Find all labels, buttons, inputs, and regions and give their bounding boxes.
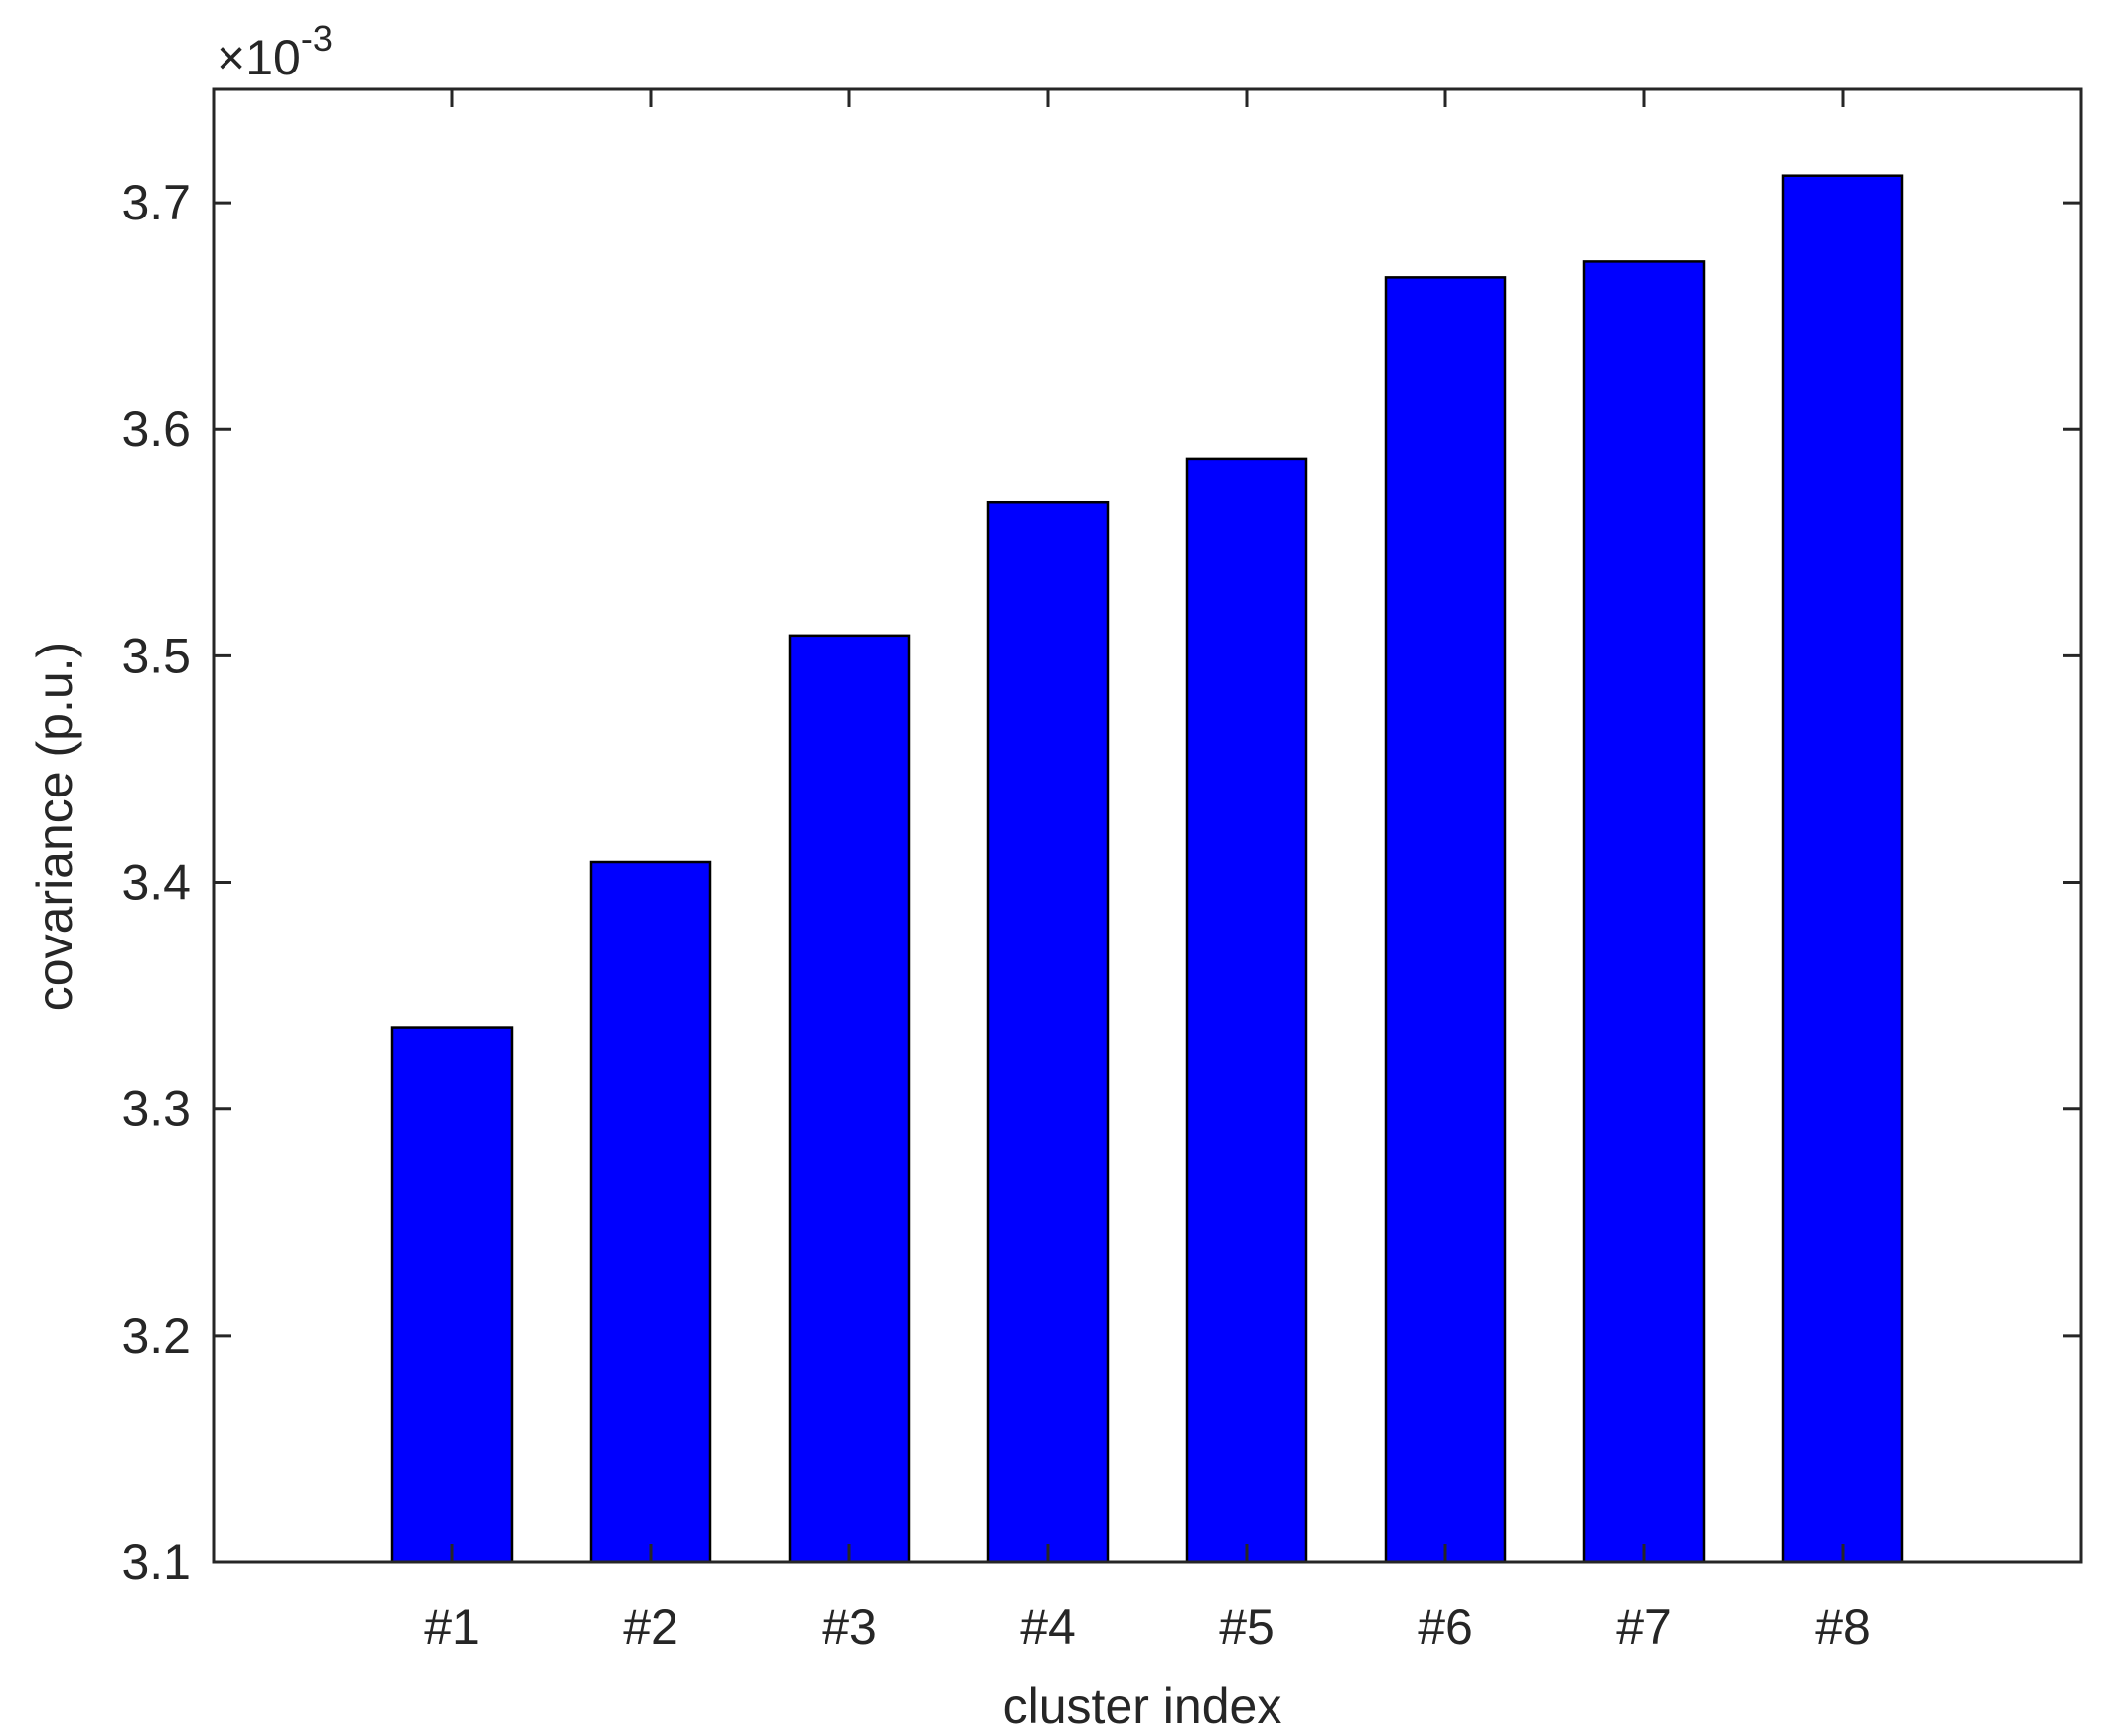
bar-5 <box>1185 457 1308 1564</box>
x-tick-label-7: #7 <box>1616 1599 1672 1655</box>
y-tick-label-3: 3.3 <box>121 1082 191 1137</box>
y-tick-label-2: 3.2 <box>121 1308 191 1364</box>
bar-2 <box>589 860 712 1564</box>
y-tick-label-6: 3.6 <box>121 401 191 457</box>
plot-area <box>214 89 2081 1562</box>
x-tick-label-4: #4 <box>1020 1599 1076 1655</box>
x-axis-label: cluster index <box>1003 1678 1282 1734</box>
bar-6 <box>1384 276 1507 1564</box>
y-tick-label-4: 3.4 <box>121 855 191 911</box>
ticks-group: #1 #2 #3 #4 #5 #6 #7 #8 3.1 3.2 3.3 3.4 3.5 3.6 3.7 <box>121 89 2081 1655</box>
x-tick-label-5: #5 <box>1219 1599 1275 1655</box>
y-tick-label-5: 3.5 <box>121 628 191 683</box>
x-tick-label-8: #8 <box>1815 1599 1871 1655</box>
y-axis-label: covariance (p.u.) <box>27 642 82 1011</box>
bar-7 <box>1582 260 1706 1564</box>
x-tick-label-1: #1 <box>424 1599 480 1655</box>
x-tick-label-3: #3 <box>822 1599 877 1655</box>
axis-exponent: ×10-3 <box>217 18 333 85</box>
bars-group <box>390 174 1904 1564</box>
x-tick-label-2: #2 <box>623 1599 678 1655</box>
y-tick-label-7: 3.7 <box>121 175 191 230</box>
bar-4 <box>986 500 1110 1564</box>
bar-3 <box>788 634 911 1564</box>
bar-8 <box>1781 174 1904 1564</box>
bar-1 <box>390 1026 514 1564</box>
x-tick-label-6: #6 <box>1418 1599 1473 1655</box>
y-tick-label-1: 3.1 <box>121 1534 191 1590</box>
plot-frame <box>212 87 2083 1564</box>
